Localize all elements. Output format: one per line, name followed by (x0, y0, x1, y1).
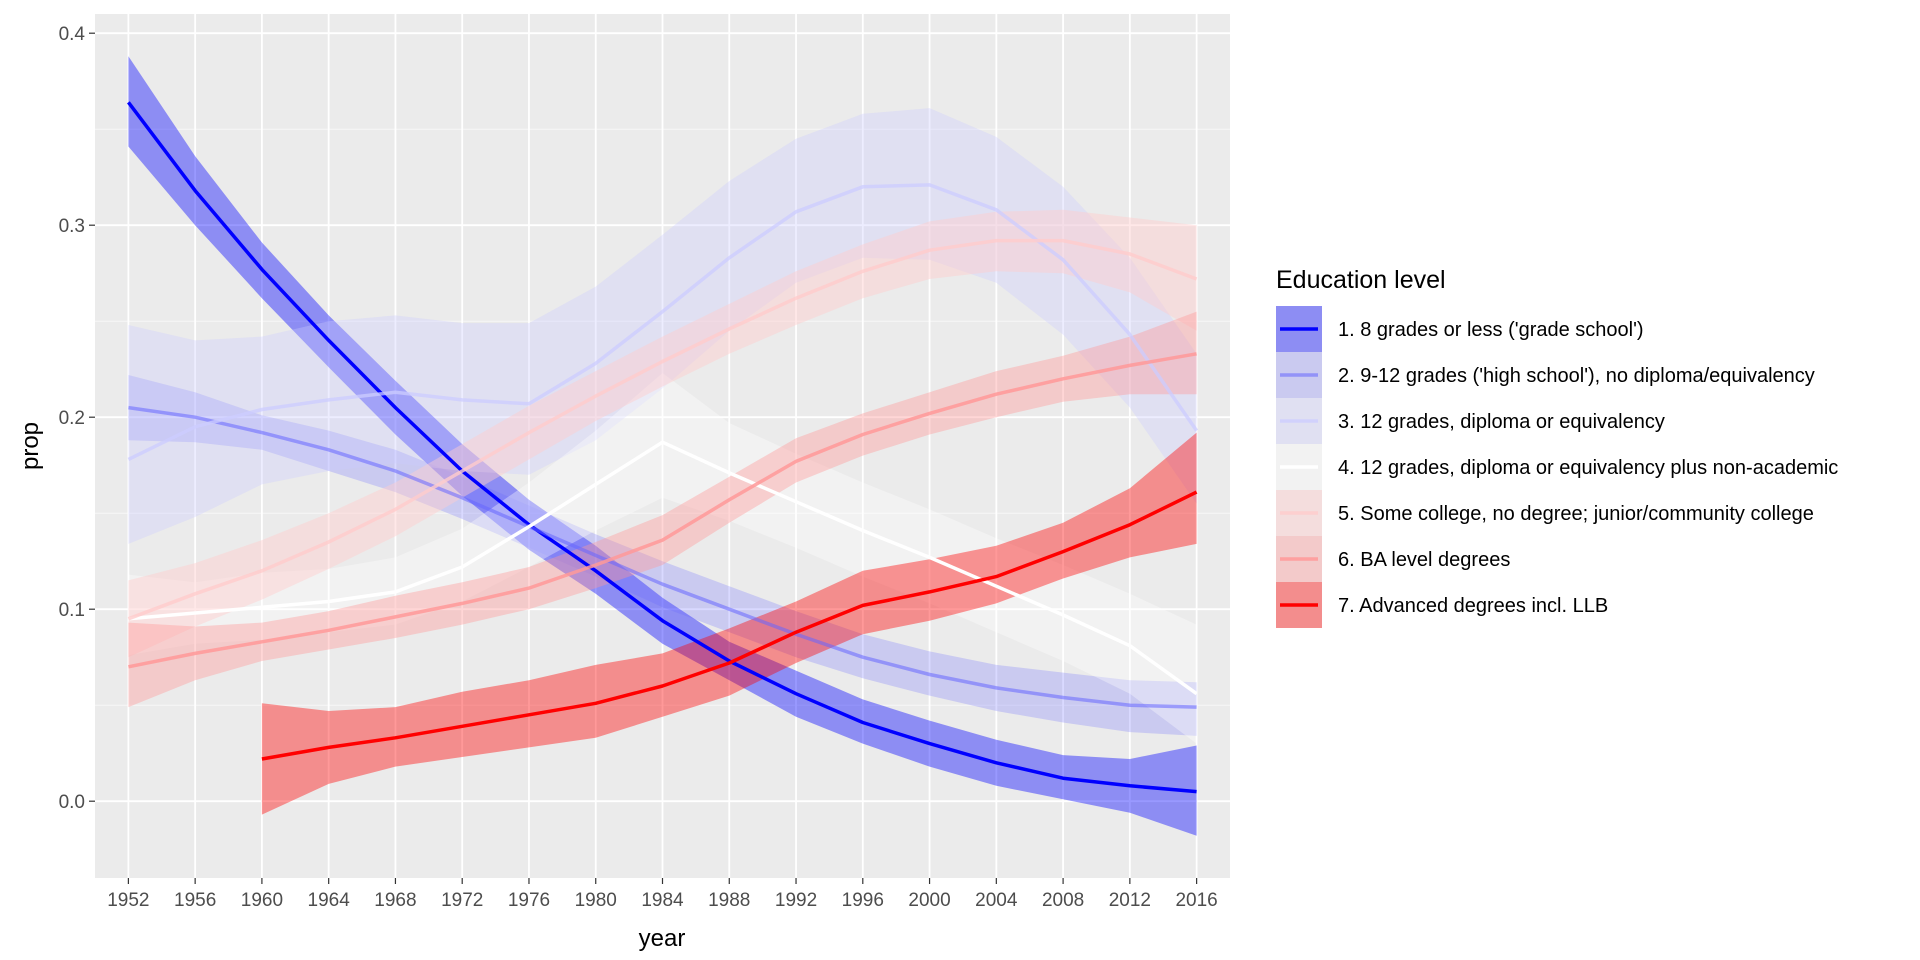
x-tick-label: 2012 (1109, 890, 1151, 911)
legend-label: 5. Some college, no degree; junior/commu… (1338, 503, 1814, 525)
legend-item: 2. 9-12 grades ('high school'), no diplo… (1276, 352, 1815, 398)
x-tick-label: 1996 (842, 890, 884, 911)
x-tick-label: 2016 (1175, 890, 1217, 911)
x-tick-label: 2000 (908, 890, 950, 911)
legend-label: 6. BA level degrees (1338, 549, 1510, 571)
legend-item: 1. 8 grades or less ('grade school') (1276, 306, 1644, 352)
legend-label: 3. 12 grades, diploma or equivalency (1338, 411, 1665, 433)
x-axis: 1952 1956 1960 1964 1968 1972 1976 1980 1984 1988… (107, 878, 1218, 911)
x-tick-label: 1960 (241, 890, 283, 911)
legend-label: 2. 9-12 grades ('high school'), no diplo… (1338, 365, 1815, 387)
band-series-6 (128, 311, 1197, 708)
legend-item: 7. Advanced degrees incl. LLB (1276, 582, 1608, 628)
x-tick-label: 2004 (975, 890, 1018, 911)
line-series-7 (261, 490, 1198, 761)
y-tick-label: 0.1 (59, 600, 85, 621)
band-series-1 (128, 56, 1197, 836)
legend-item: 4. 12 grades, diploma or equivalency plu… (1276, 444, 1838, 490)
x-tick-label: 1968 (374, 890, 416, 911)
x-tick-label: 1992 (775, 890, 817, 911)
legend-label: 1. 8 grades or less ('grade school') (1338, 319, 1644, 341)
legend-label: 4. 12 grades, diploma or equivalency plu… (1338, 457, 1838, 479)
line-series-5 (127, 238, 1198, 621)
line-series-2 (128, 405, 1197, 709)
x-axis-title: year (639, 925, 686, 952)
band-series-2 (128, 375, 1197, 736)
line-series-6 (128, 352, 1197, 669)
x-tick-label: 1984 (641, 890, 684, 911)
legend-item: 6. BA level degrees (1276, 536, 1510, 582)
line-series-3 (127, 183, 1199, 461)
x-tick-label: 1964 (308, 890, 351, 911)
legend-title: Education level (1276, 266, 1446, 294)
legend-items: 1. 8 grades or less ('grade school') 2. 9… (1276, 306, 1838, 628)
y-tick-label: 0.0 (59, 792, 85, 813)
series-lines (127, 101, 1199, 794)
legend: Education level 1. 8 grades or less ('gr… (1276, 266, 1838, 628)
legend-item: 3. 12 grades, diploma or equivalency (1276, 398, 1665, 444)
x-tick-label: 1976 (508, 890, 550, 911)
x-tick-label: 1956 (174, 890, 216, 911)
band-series-3 (128, 108, 1197, 544)
y-axis-title: prop (17, 422, 44, 470)
x-tick-label: 1972 (441, 890, 483, 911)
band-series-4 (128, 373, 1197, 744)
x-tick-label: 1980 (575, 890, 617, 911)
x-tick-label: 1952 (107, 890, 149, 911)
y-tick-label: 0.3 (59, 216, 85, 237)
y-axis: 0.0 0.1 0.2 0.3 0.4 (59, 24, 95, 813)
legend-item: 5. Some college, no degree; junior/commu… (1276, 490, 1814, 536)
legend-label: 7. Advanced degrees incl. LLB (1338, 595, 1608, 617)
band-series-5 (128, 209, 1197, 658)
y-tick-label: 0.2 (59, 408, 85, 429)
line-series-4 (128, 440, 1198, 696)
x-tick-label: 1988 (708, 890, 750, 911)
line-series-1 (127, 101, 1197, 794)
y-tick-label: 0.4 (59, 24, 86, 45)
grid-major (95, 14, 1230, 878)
x-tick-label: 2008 (1042, 890, 1084, 911)
